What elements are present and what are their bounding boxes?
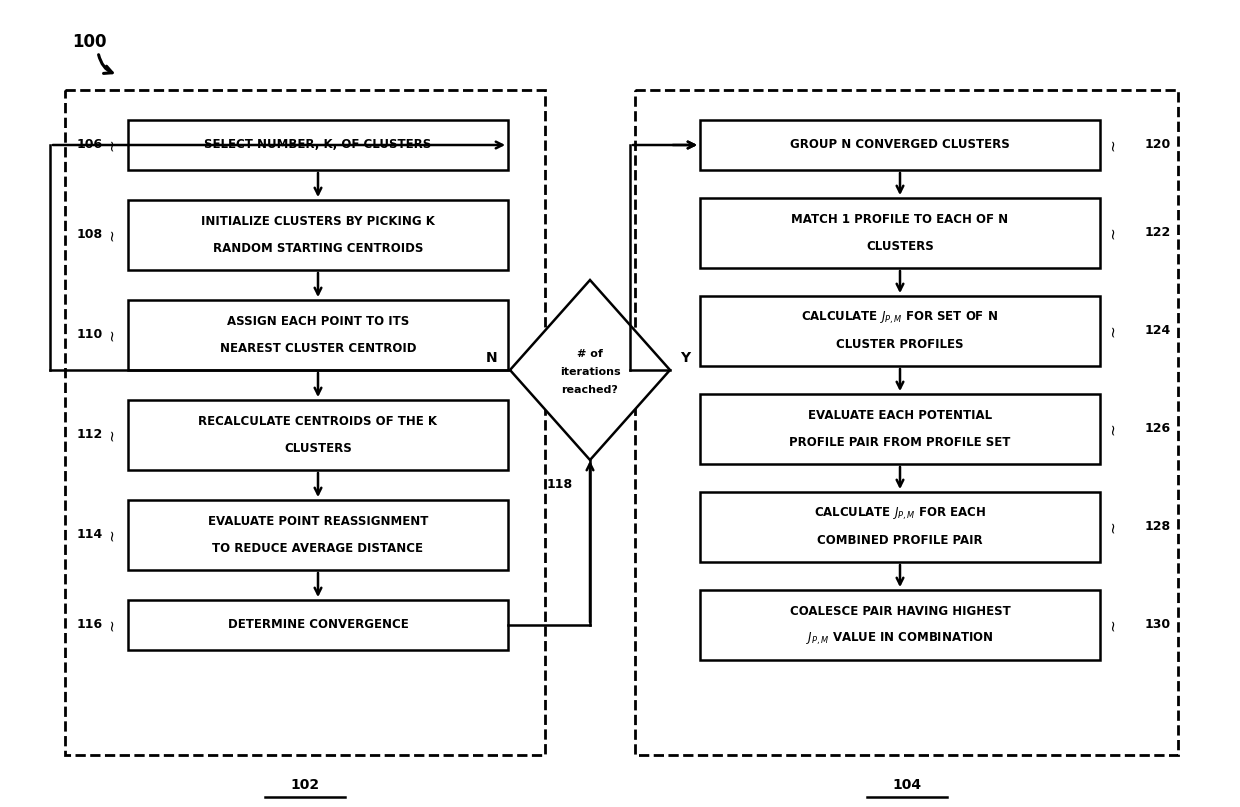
Text: COALESCE PAIR HAVING HIGHEST: COALESCE PAIR HAVING HIGHEST: [790, 605, 1011, 618]
Bar: [701, 394, 1100, 464]
Text: INITIALIZE CLUSTERS BY PICKING K: INITIALIZE CLUSTERS BY PICKING K: [201, 215, 435, 228]
Text: COMBINED PROFILE PAIR: COMBINED PROFILE PAIR: [817, 534, 983, 547]
Bar: [128, 200, 508, 270]
Text: GROUP N CONVERGED CLUSTERS: GROUP N CONVERGED CLUSTERS: [790, 139, 1009, 152]
Text: ASSIGN EACH POINT TO ITS: ASSIGN EACH POINT TO ITS: [227, 315, 409, 328]
Text: CALCULATE $J_{P,M}$ FOR SET OF N: CALCULATE $J_{P,M}$ FOR SET OF N: [801, 309, 998, 326]
Text: 110: 110: [77, 328, 103, 341]
Text: ~: ~: [1105, 324, 1120, 337]
Bar: [128, 120, 508, 170]
Text: ~: ~: [1105, 423, 1120, 435]
Text: reached?: reached?: [562, 385, 619, 395]
Polygon shape: [510, 280, 670, 460]
Text: NEAREST CLUSTER CENTROID: NEAREST CLUSTER CENTROID: [219, 342, 417, 355]
Text: ~: ~: [103, 228, 119, 241]
Text: 122: 122: [1145, 227, 1172, 240]
Bar: [64, 90, 546, 755]
Text: $J_{P,M}$ VALUE IN COMBINATION: $J_{P,M}$ VALUE IN COMBINATION: [806, 630, 993, 646]
Text: 124: 124: [1145, 324, 1172, 337]
Text: iterations: iterations: [559, 367, 620, 377]
Bar: [128, 400, 508, 470]
Text: EVALUATE EACH POTENTIAL: EVALUATE EACH POTENTIAL: [808, 409, 992, 422]
Bar: [701, 120, 1100, 170]
Text: CLUSTERS: CLUSTERS: [284, 442, 352, 455]
Text: 108: 108: [77, 228, 103, 241]
Text: ~: ~: [103, 139, 119, 152]
Bar: [701, 296, 1100, 366]
Text: ~: ~: [1105, 227, 1120, 240]
Text: PROFILE PAIR FROM PROFILE SET: PROFILE PAIR FROM PROFILE SET: [790, 436, 1011, 449]
Text: CLUSTER PROFILES: CLUSTER PROFILES: [836, 338, 963, 351]
Text: ~: ~: [1105, 521, 1120, 533]
Text: # of: # of: [577, 349, 603, 359]
Text: 118: 118: [547, 479, 573, 491]
Text: EVALUATE POINT REASSIGNMENT: EVALUATE POINT REASSIGNMENT: [208, 515, 428, 528]
Text: RECALCULATE CENTROIDS OF THE K: RECALCULATE CENTROIDS OF THE K: [198, 415, 438, 428]
Text: 106: 106: [77, 139, 103, 152]
Bar: [128, 600, 508, 650]
Text: 116: 116: [77, 618, 103, 632]
Text: Y: Y: [680, 351, 691, 365]
Text: ~: ~: [103, 619, 119, 631]
Text: 112: 112: [77, 429, 103, 441]
Text: N: N: [486, 351, 497, 365]
Text: 102: 102: [290, 778, 320, 792]
Text: DETERMINE CONVERGENCE: DETERMINE CONVERGENCE: [228, 618, 408, 632]
Text: 120: 120: [1145, 139, 1172, 152]
Bar: [701, 590, 1100, 660]
Text: 130: 130: [1145, 618, 1171, 632]
Text: 126: 126: [1145, 423, 1171, 436]
Text: ~: ~: [103, 529, 119, 541]
Text: ~: ~: [103, 429, 119, 441]
Bar: [128, 500, 508, 570]
Bar: [701, 198, 1100, 268]
Text: CALCULATE $J_{P,M}$ FOR EACH: CALCULATE $J_{P,M}$ FOR EACH: [813, 505, 986, 521]
Text: MATCH 1 PROFILE TO EACH OF N: MATCH 1 PROFILE TO EACH OF N: [791, 213, 1008, 226]
Text: 104: 104: [892, 778, 921, 792]
Bar: [635, 90, 1178, 755]
Text: RANDOM STARTING CENTROIDS: RANDOM STARTING CENTROIDS: [213, 242, 423, 255]
Text: ~: ~: [1105, 139, 1120, 152]
Text: ~: ~: [103, 328, 119, 341]
Text: TO REDUCE AVERAGE DISTANCE: TO REDUCE AVERAGE DISTANCE: [212, 542, 424, 555]
Text: 100: 100: [72, 33, 107, 51]
Text: 128: 128: [1145, 521, 1171, 533]
Text: 114: 114: [77, 529, 103, 541]
Bar: [701, 492, 1100, 562]
Text: SELECT NUMBER, K, OF CLUSTERS: SELECT NUMBER, K, OF CLUSTERS: [205, 139, 432, 152]
Text: CLUSTERS: CLUSTERS: [866, 240, 934, 253]
Text: ~: ~: [1105, 619, 1120, 631]
Bar: [128, 300, 508, 370]
